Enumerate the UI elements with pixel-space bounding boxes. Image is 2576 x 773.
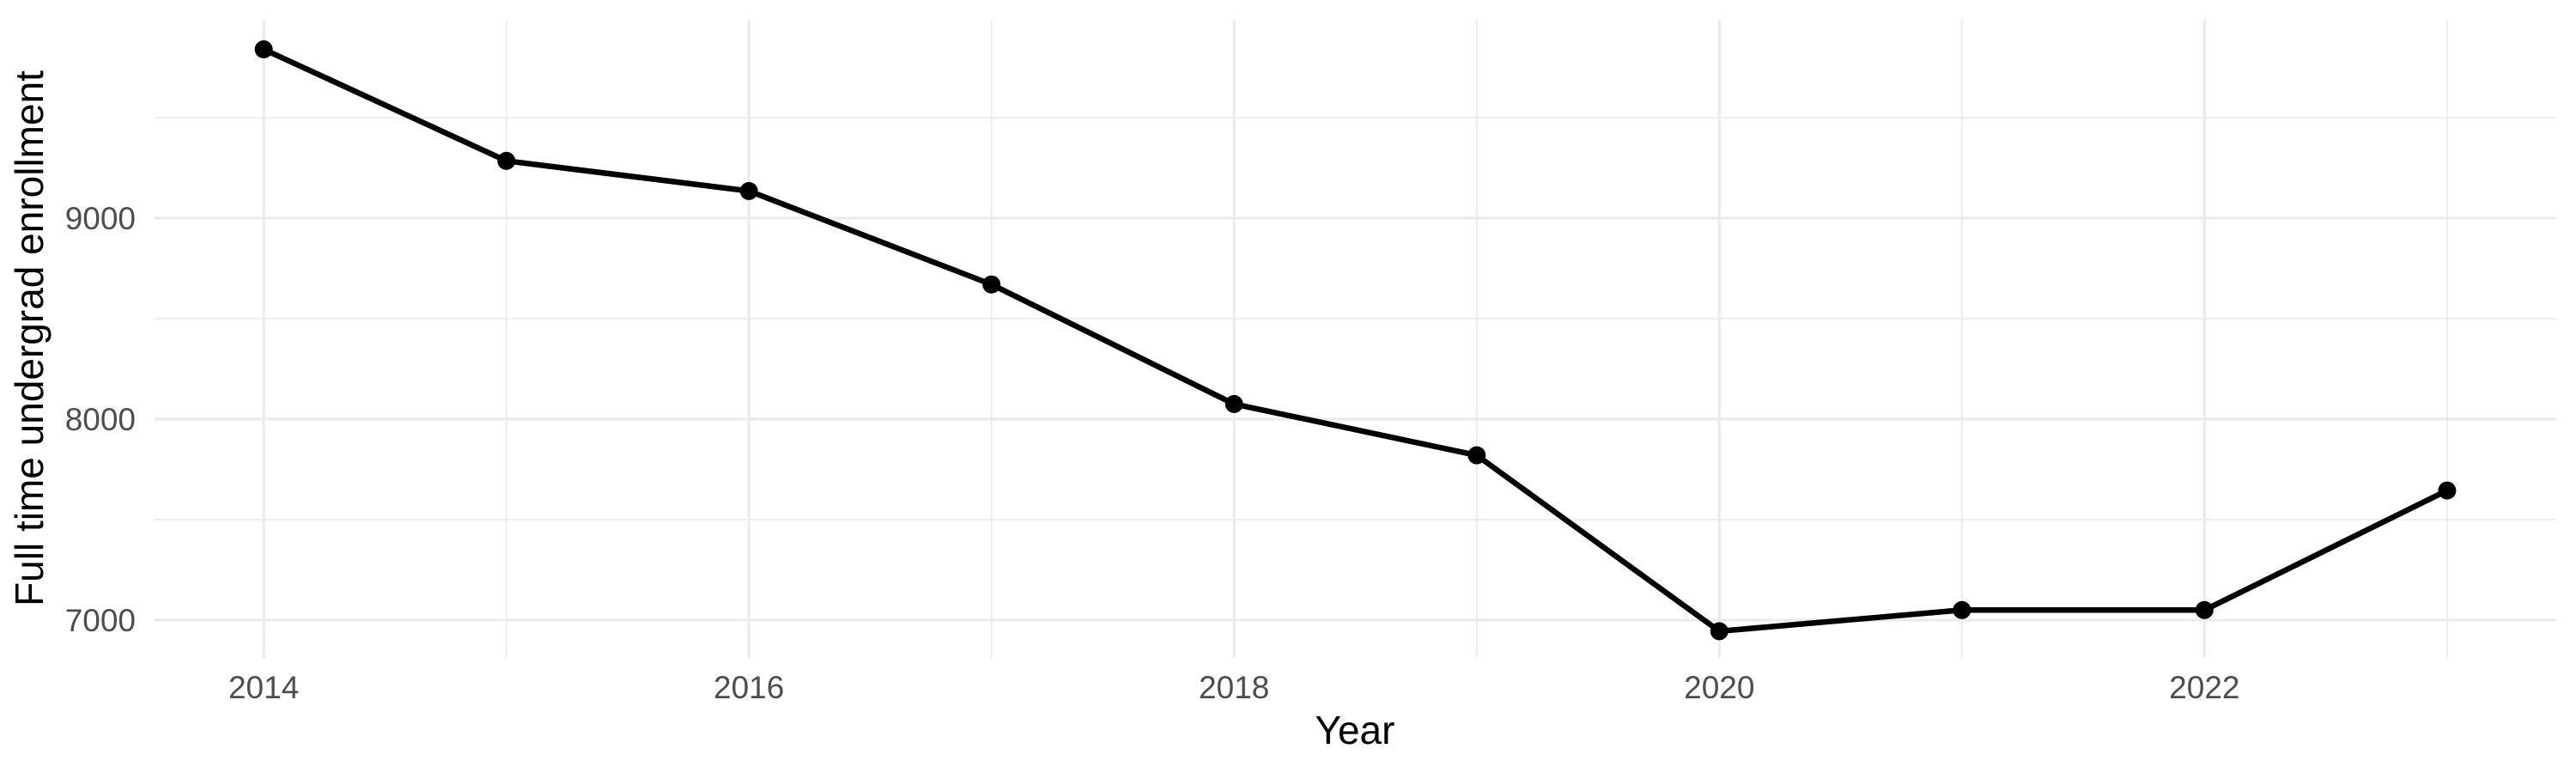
x-tick-label: 2018 — [1199, 670, 1269, 705]
x-tick-label: 2022 — [2169, 670, 2239, 705]
data-point — [1224, 394, 1243, 413]
y-tick-label: 8000 — [65, 402, 136, 437]
gridlines-minor — [155, 20, 2556, 658]
y-tick-label: 7000 — [65, 603, 136, 638]
x-tick-label: 2016 — [714, 670, 784, 705]
x-tick-label: 2020 — [1684, 670, 1754, 705]
data-point — [739, 181, 758, 200]
data-point — [1467, 446, 1486, 465]
data-point — [254, 40, 273, 58]
y-tick-label: 9000 — [65, 201, 136, 236]
series-path — [262, 46, 2449, 635]
data-point — [497, 151, 516, 170]
gridlines-major — [155, 20, 2556, 658]
line-series — [254, 40, 2457, 641]
data-point — [2438, 481, 2457, 500]
axis-tick-labels: 7000 8000 9000 2014 2016 2018 2020 2022 — [65, 201, 2240, 705]
data-point — [982, 275, 1001, 294]
data-point — [1953, 600, 1971, 619]
data-point — [2195, 600, 2214, 619]
y-axis-title: Full time undergrad enrollment — [7, 70, 52, 606]
data-point — [1710, 622, 1728, 641]
x-tick-label: 2014 — [228, 670, 299, 705]
x-axis-title: Year — [1315, 708, 1395, 752]
